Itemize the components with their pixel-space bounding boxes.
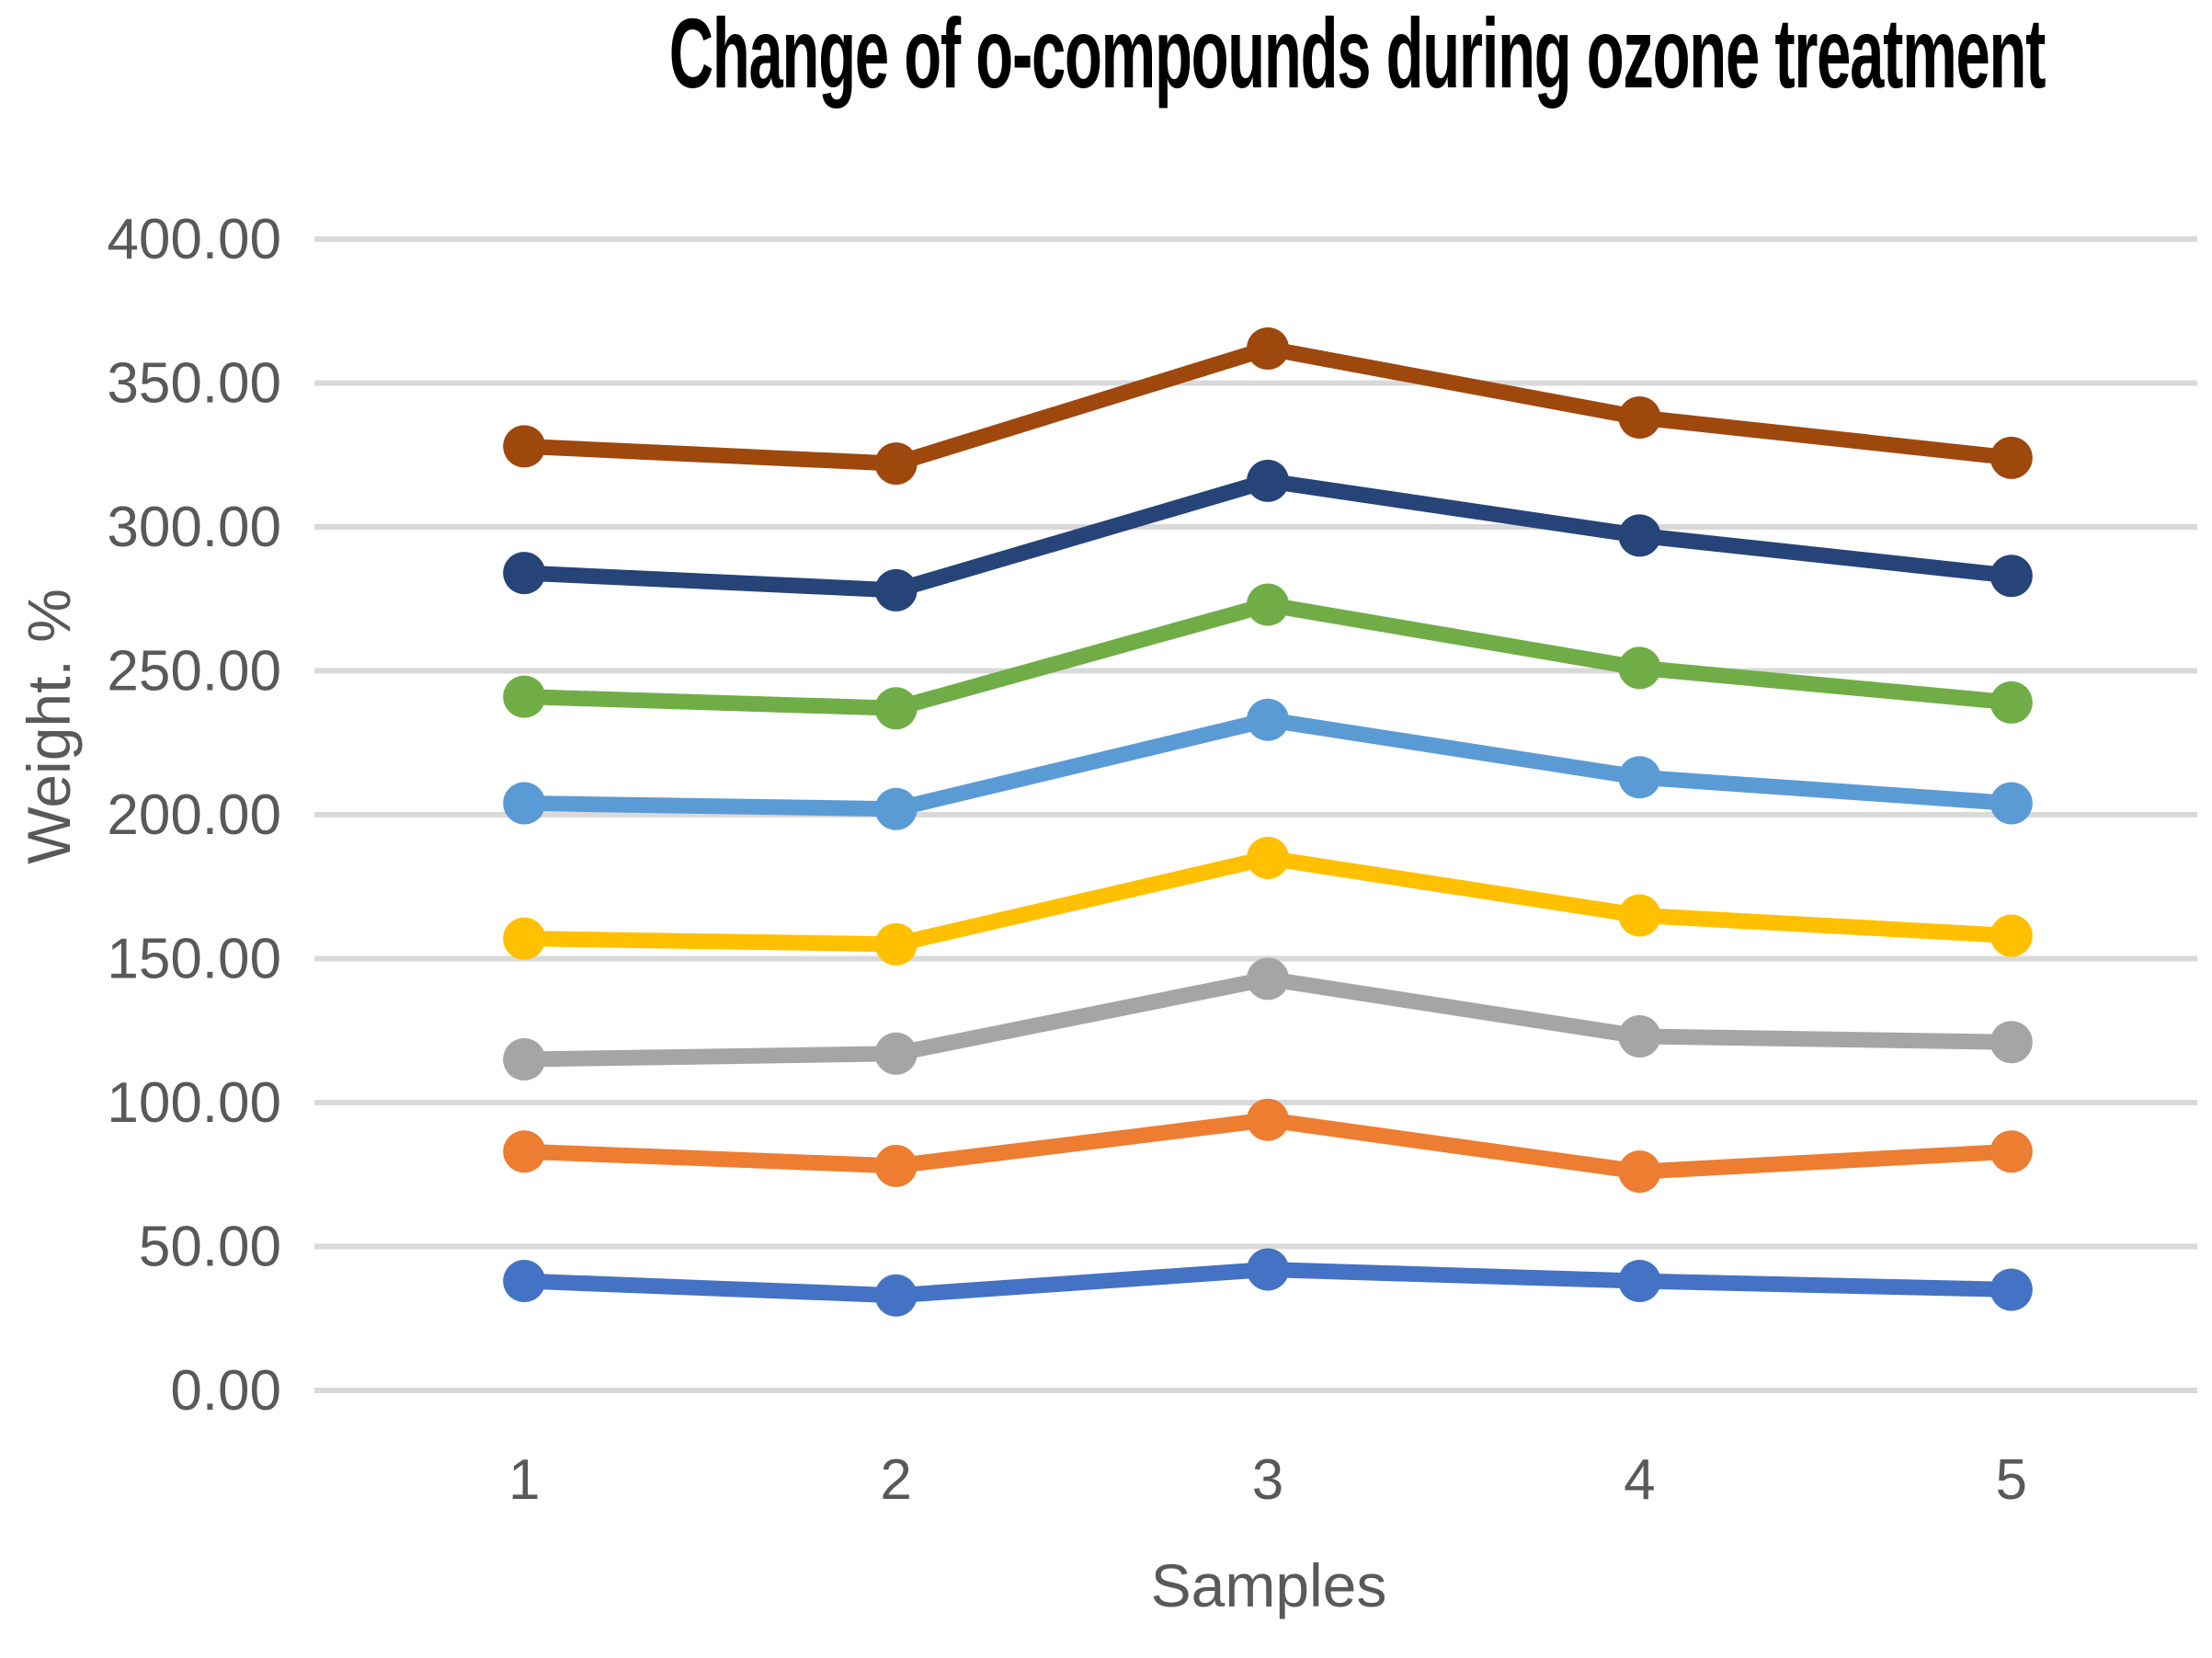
chart-title: Change of o-compounds during ozone treat… (669, 0, 2046, 109)
y-axis-tick-label: 200.00 (107, 783, 281, 847)
data-point-marker (1618, 646, 1661, 690)
data-point-marker (874, 1144, 918, 1187)
data-point-marker (1618, 894, 1661, 937)
data-point-marker (1618, 1150, 1661, 1194)
y-axis-tick-label: 0.00 (170, 1359, 281, 1423)
data-point-marker (503, 425, 546, 468)
data-point-marker (1990, 1130, 2033, 1173)
data-point-marker (1990, 1268, 2033, 1311)
data-point-marker (874, 787, 918, 830)
data-point-marker (1618, 396, 1661, 440)
data-point-marker (1618, 756, 1661, 799)
data-point-marker (1990, 1021, 2033, 1064)
data-series (503, 326, 2033, 1317)
y-axis-ticks (314, 236, 338, 1393)
x-axis-tick-label: 5 (1996, 1448, 2027, 1512)
data-point-marker (874, 687, 918, 730)
data-point-marker (874, 442, 918, 486)
y-axis-tick-label: 400.00 (107, 208, 281, 271)
data-point-marker (503, 1260, 546, 1303)
x-axis-tick-label: 1 (508, 1448, 540, 1512)
data-point-marker (1247, 459, 1289, 502)
data-point-marker (1247, 957, 1289, 1001)
data-point-marker (1247, 698, 1289, 741)
y-axis-title: Weight. % (15, 589, 83, 864)
x-axis-tick-label: 3 (1252, 1448, 1283, 1512)
x-axis-tick-labels: 1 2 3 4 5 (508, 1448, 2027, 1512)
data-point-marker (503, 552, 546, 595)
y-axis-tick-label: 250.00 (107, 640, 281, 703)
y-axis-tick-labels: 0.00 50.00 100.00 150.00 200.00 250.00 300.00 3… (107, 208, 281, 1423)
data-point-marker (1247, 326, 1289, 370)
gridlines (338, 236, 2197, 1393)
data-point-marker (1990, 436, 2033, 479)
data-point-marker (1990, 914, 2033, 957)
data-point-marker (1990, 680, 2033, 724)
data-point-marker (874, 1274, 918, 1317)
data-point-marker (874, 568, 918, 612)
data-point-marker (874, 1032, 918, 1075)
data-point-marker (503, 1130, 546, 1173)
data-point-marker (1247, 1098, 1289, 1141)
x-axis-tick-label: 4 (1624, 1448, 1655, 1512)
data-point-marker (1990, 782, 2033, 825)
y-axis-tick-label: 150.00 (107, 928, 281, 991)
data-point-marker (503, 782, 546, 825)
data-point-marker (503, 1038, 546, 1081)
x-axis-tick-label: 2 (880, 1448, 911, 1512)
y-axis-tick-label: 300.00 (107, 496, 281, 559)
y-axis-tick-label: 100.00 (107, 1071, 281, 1135)
data-point-marker (1247, 836, 1289, 879)
data-point-marker (1618, 1015, 1661, 1058)
y-axis-tick-label: 350.00 (107, 352, 281, 416)
data-point-marker (1247, 583, 1289, 626)
data-point-marker (1247, 1248, 1289, 1291)
data-point-marker (874, 922, 918, 966)
data-point-marker (503, 675, 546, 718)
y-axis-tick-label: 50.00 (139, 1216, 281, 1279)
data-point-marker (1618, 1260, 1661, 1303)
x-axis-title: Samples (1151, 1551, 1387, 1619)
data-point-marker (503, 917, 546, 960)
data-point-marker (1618, 514, 1661, 557)
data-point-marker (1990, 555, 2033, 598)
